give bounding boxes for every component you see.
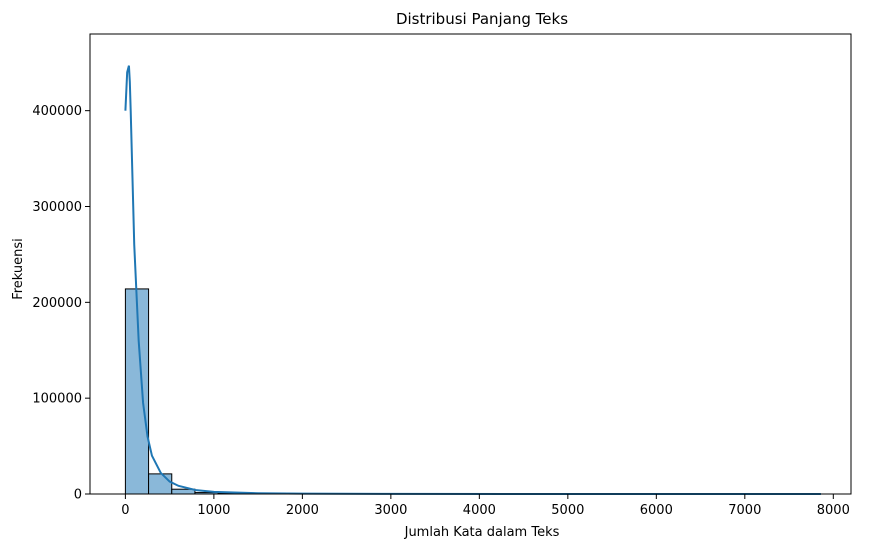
chart-title: Distribusi Panjang Teks: [396, 10, 568, 28]
y-axis: 0 100000 200000 300000 400000: [32, 104, 90, 503]
x-tick-label: 3000: [374, 503, 407, 518]
x-tick-label: 1000: [197, 503, 230, 518]
histogram-bars: [124, 288, 822, 495]
x-axis-title: Jumlah Kata dalam Teks: [404, 525, 560, 540]
histogram-bar: [148, 473, 173, 495]
y-tick-label: 0: [74, 488, 82, 503]
x-tick-label: 0: [121, 503, 129, 518]
y-tick-label: 300000: [32, 200, 82, 215]
x-axis: 0 1000 2000 3000 4000 5000 6000 7000 8000: [121, 494, 850, 518]
x-tick-label: 4000: [463, 503, 496, 518]
y-axis-title: Frekuensi: [11, 238, 26, 300]
plot-frame: [89, 33, 852, 495]
x-tick-label: 2000: [286, 503, 319, 518]
x-tick-label: 7000: [728, 503, 761, 518]
y-tick-label: 400000: [32, 104, 82, 119]
y-tick-label: 200000: [32, 296, 82, 311]
x-tick-label: 8000: [817, 503, 850, 518]
y-tick-label: 100000: [32, 392, 82, 407]
x-tick-label: 5000: [551, 503, 584, 518]
kde-curve: [124, 65, 821, 495]
x-tick-label: 6000: [640, 503, 673, 518]
